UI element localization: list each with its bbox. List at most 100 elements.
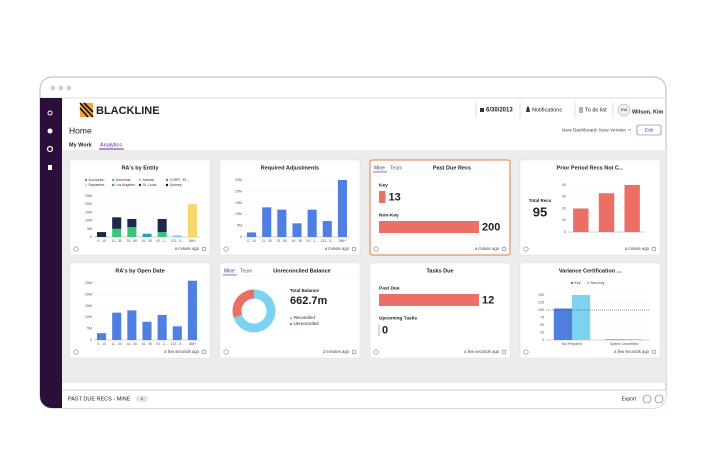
bar-segment: [127, 227, 137, 237]
widget-title: Prior Period Recs Not C...: [557, 165, 624, 171]
legend-swatch: [165, 183, 169, 187]
metric-value: 0: [382, 324, 388, 336]
bar: [262, 207, 272, 237]
refresh-icon[interactable]: [201, 246, 207, 252]
y-tick-label: 50: [540, 323, 544, 327]
x-tick-label: 91 - 1...: [156, 342, 168, 346]
bar: [624, 185, 640, 232]
donut-slice: [233, 289, 276, 333]
y-tick-label: 0: [90, 235, 92, 239]
tab[interactable]: My Work: [69, 142, 93, 148]
x-tick-label: System Decertified: [610, 342, 639, 346]
bar: [187, 280, 197, 340]
widget-tab[interactable]: Mine: [374, 165, 385, 171]
refresh-icon[interactable]: [501, 349, 507, 355]
date[interactable]: 6/30/2013: [486, 108, 513, 114]
legend-swatch: [289, 316, 293, 320]
updated: a minute ago: [625, 246, 650, 251]
metric-label: Upcoming Tasks: [379, 315, 417, 321]
legend-label: Key: [575, 281, 581, 285]
y-tick-label: 0: [564, 230, 566, 234]
nav-icon[interactable]: [47, 128, 53, 134]
bar: [307, 209, 317, 237]
bar: [337, 180, 347, 237]
legend-label: Departme...: [89, 183, 108, 187]
refresh-icon[interactable]: [501, 246, 507, 252]
refresh-icon[interactable]: [351, 246, 357, 252]
legend-swatch: [138, 183, 142, 187]
y-tick-label: 15M: [85, 304, 92, 308]
bottom-bar: [62, 390, 666, 408]
bottom-title: PAST DUE RECS - MINE: [68, 396, 131, 402]
bar: [97, 333, 107, 340]
bar: [292, 223, 302, 237]
legend-label: Sydney: [170, 183, 182, 187]
widget-tab[interactable]: Mine: [224, 268, 235, 274]
settings-icon[interactable]: [46, 145, 54, 153]
y-tick-label: 75: [540, 315, 544, 319]
metric-label: Non-Key: [379, 212, 399, 218]
avatar[interactable]: [617, 103, 631, 117]
dashboard-select[interactable]: New Dashboard: New Version: [562, 127, 626, 133]
page-title: Home: [69, 125, 92, 135]
bar-segment: [97, 232, 107, 237]
bar: [112, 312, 122, 340]
widget-card: [369, 159, 511, 256]
sidebar: [40, 98, 62, 408]
legend-swatch: [84, 178, 88, 182]
bar: [172, 326, 182, 340]
bell-icon: [526, 106, 530, 112]
metric-label: Key: [379, 182, 388, 188]
search-icon[interactable]: [47, 110, 53, 116]
close-button[interactable]: [654, 394, 664, 404]
export[interactable]: Export: [622, 396, 637, 402]
refresh-icon[interactable]: [651, 246, 657, 252]
metric-value: 200: [482, 221, 500, 233]
x-tick-label: 11 - 30: [112, 239, 122, 243]
info-icon[interactable]: [73, 349, 79, 355]
total-label: Total Recs: [529, 198, 552, 203]
bar: [379, 221, 479, 233]
legend-label: Americas: [116, 178, 131, 182]
dot: [58, 85, 64, 91]
bar: [142, 321, 152, 340]
notifications[interactable]: Notifications: [532, 107, 562, 113]
updated: 2 minutes ago: [323, 349, 350, 354]
edit-button[interactable]: [636, 124, 662, 136]
legend-label: Non-Key: [591, 281, 605, 285]
widget-card: [69, 159, 211, 256]
user-name[interactable]: Wilson, Kim: [632, 109, 664, 115]
widget-tab[interactable]: Team: [390, 165, 402, 171]
x-tick-label: 0 - 10: [97, 342, 106, 346]
legend-label: Reconciled: [294, 315, 315, 320]
todo[interactable]: To do list: [585, 107, 607, 113]
legend-label: Los Angeles: [116, 183, 136, 187]
info-icon[interactable]: [73, 246, 79, 252]
widget-title: Variance Certification ...: [559, 268, 622, 274]
info-icon[interactable]: [373, 246, 379, 252]
info-icon[interactable]: [223, 246, 229, 252]
badge-count: 0: [141, 396, 144, 401]
refresh-icon[interactable]: [351, 349, 357, 355]
logo-text: BLACKLINE: [96, 105, 160, 117]
y-tick-label: 10M: [85, 219, 92, 223]
refresh-icon[interactable]: [201, 349, 207, 355]
widget-title: Tasks Due: [426, 268, 453, 274]
info-icon[interactable]: [523, 246, 529, 252]
info-icon[interactable]: [223, 349, 229, 355]
y-tick-label: 40: [562, 183, 566, 187]
refresh-icon[interactable]: [651, 349, 657, 355]
widget-title: Required Adjustments: [261, 165, 319, 171]
info-icon[interactable]: [373, 349, 379, 355]
widget-title: RA's by Open Date: [115, 268, 164, 274]
expand-button[interactable]: [642, 394, 652, 404]
logo-stripes: [79, 102, 94, 118]
y-tick-label: 10M: [85, 315, 92, 319]
tab-active[interactable]: Analytics: [100, 142, 122, 148]
badge: [136, 396, 148, 402]
x-tick-label: 366+: [189, 239, 197, 243]
y-tick-label: 10M: [235, 212, 242, 216]
widget-tab[interactable]: Team: [240, 268, 252, 274]
info-icon[interactable]: [523, 349, 529, 355]
doc-icon[interactable]: [48, 165, 52, 170]
